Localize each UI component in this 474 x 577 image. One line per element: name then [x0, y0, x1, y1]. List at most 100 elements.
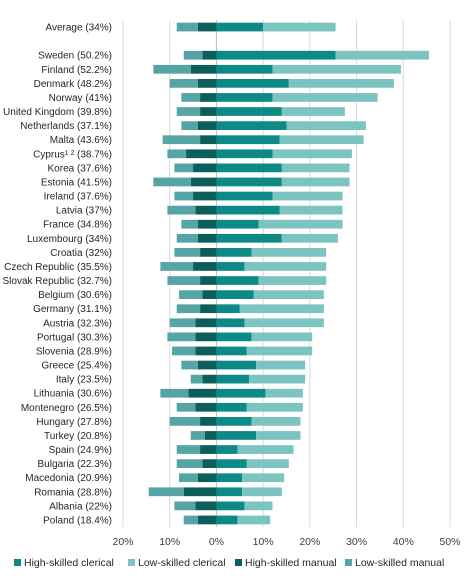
- bar-high-skilled-clerical-austria: [216, 318, 245, 328]
- bar-low-skilled-manual-lithuania: [160, 388, 189, 398]
- bar-low-skilled-manual-france: [181, 219, 198, 229]
- category-label: Poland (18.4%): [43, 515, 112, 526]
- bar-high-skilled-clerical-average: [216, 22, 264, 32]
- category-label: Finland (52.2%): [41, 65, 112, 76]
- bar-low-skilled-manual-united-kingdom: [176, 107, 201, 116]
- bar-high-skilled-clerical-hungary: [216, 417, 252, 426]
- category-label: Bulgaria (22.3%): [38, 459, 112, 470]
- bar-low-skilled-clerical-korea: [281, 163, 350, 173]
- legend-item-low-skilled-manual: Low-skilled manual: [345, 557, 444, 569]
- bar-low-skilled-manual-belgium: [179, 290, 203, 299]
- bar-high-skilled-clerical-poland: [216, 515, 238, 525]
- bar-low-skilled-manual-greece: [181, 360, 198, 370]
- x-tick-label: 10%: [159, 536, 180, 548]
- category-label: Lithuania (30.6%): [34, 389, 112, 400]
- bar-high-skilled-manual-luxembourg: [197, 233, 217, 243]
- bar-low-skilled-clerical-belgium: [253, 290, 324, 299]
- bar-high-skilled-manual-korea: [193, 163, 217, 173]
- bar-low-skilled-manual-norway: [181, 93, 201, 102]
- bar-low-skilled-clerical-slovenia: [246, 346, 313, 356]
- bar-low-skilled-manual-turkey: [190, 431, 205, 440]
- bar-high-skilled-clerical-montenegro: [216, 402, 247, 412]
- bar-low-skilled-manual-spain: [176, 445, 201, 454]
- legend: High-skilled clerical Low-skilled clerica…: [14, 557, 444, 569]
- bar-high-skilled-clerical-denmark: [216, 79, 289, 88]
- bar-low-skilled-clerical-croatia: [251, 248, 327, 257]
- bar-high-skilled-manual-finland: [190, 64, 217, 74]
- bar-high-skilled-clerical-slovenia: [216, 346, 247, 356]
- bar-low-skilled-manual-hungary: [169, 417, 201, 426]
- bar-high-skilled-manual-poland: [197, 515, 217, 525]
- bar-low-skilled-clerical-luxembourg: [281, 233, 338, 243]
- bar-low-skilled-manual-sweden: [183, 50, 203, 60]
- bar-low-skilled-manual-korea: [174, 163, 194, 173]
- bar-high-skilled-clerical-italy: [216, 374, 250, 384]
- category-label: Norway (41%): [49, 93, 112, 104]
- bar-low-skilled-clerical-cyprus: [272, 149, 352, 159]
- category-label: Romania (28.8%): [34, 487, 112, 498]
- bar-high-skilled-manual-germany: [200, 304, 217, 314]
- bar-low-skilled-clerical-montenegro: [246, 402, 303, 412]
- bars: [148, 22, 429, 525]
- category-label: Croatia (32%): [50, 248, 112, 259]
- legend-label: High-skilled manual: [245, 557, 337, 569]
- category-label: Netherlands (37.1%): [20, 121, 112, 132]
- bar-low-skilled-clerical-greece: [256, 360, 306, 370]
- bar-high-skilled-manual-estonia: [190, 177, 217, 187]
- bar-low-skilled-clerical-france: [258, 219, 343, 229]
- bar-low-skilled-manual-denmark: [169, 79, 198, 88]
- bar-low-skilled-manual-finland: [153, 64, 191, 74]
- bar-high-skilled-clerical-greece: [216, 360, 257, 370]
- category-label: United Kingdom (39.8%): [3, 107, 112, 118]
- bar-high-skilled-clerical-norway: [216, 93, 273, 102]
- bar-high-skilled-manual-greece: [197, 360, 217, 370]
- bar-high-skilled-clerical-finland: [216, 64, 273, 74]
- bar-low-skilled-clerical-malta: [279, 135, 364, 145]
- bar-high-skilled-clerical-united-kingdom: [216, 107, 282, 116]
- bar-low-skilled-manual-macedonia: [179, 473, 198, 483]
- bar-high-skilled-manual-montenegro: [195, 402, 217, 412]
- bar-low-skilled-clerical-germany: [239, 304, 324, 314]
- bar-high-skilled-clerical-turkey: [216, 431, 257, 440]
- bar-high-skilled-manual-slovenia: [195, 346, 217, 356]
- bar-low-skilled-manual-bulgaria: [176, 459, 203, 468]
- bar-high-skilled-manual-sweden: [202, 50, 217, 60]
- bar-high-skilled-clerical-belgium: [216, 290, 254, 299]
- bar-high-skilled-manual-latvia: [195, 205, 217, 215]
- legend-item-low-skilled-clerical: Low-skilled clerical: [128, 557, 226, 569]
- bar-high-skilled-clerical-slovak-republic: [216, 276, 259, 285]
- bar-high-skilled-clerical-ireland: [216, 191, 273, 201]
- bar-high-skilled-clerical-lithuania: [216, 388, 266, 398]
- bar-low-skilled-manual-poland: [183, 515, 198, 525]
- legend-swatch: [14, 559, 21, 566]
- bar-low-skilled-clerical-czech-republic: [244, 262, 327, 271]
- bar-low-skilled-clerical-austria: [244, 318, 324, 328]
- bar-low-skilled-manual-latvia: [167, 205, 196, 215]
- bar-high-skilled-manual-netherlands: [197, 121, 217, 130]
- bar-low-skilled-clerical-latvia: [279, 205, 343, 215]
- x-tick-label: 20%: [112, 536, 133, 548]
- bar-low-skilled-manual-croatia: [174, 248, 201, 257]
- bar-low-skilled-clerical-romania: [242, 487, 282, 497]
- category-label: Germany (31.1%): [33, 304, 112, 315]
- category-label: Italy (23.5%): [56, 375, 112, 386]
- bar-high-skilled-manual-lithuania: [188, 388, 217, 398]
- bar-low-skilled-manual-cyprus: [167, 149, 187, 159]
- category-label: Malta (43.6%): [50, 135, 112, 146]
- category-label: Slovak Republic (32.7%): [3, 276, 113, 287]
- bar-high-skilled-clerical-spain: [216, 445, 238, 454]
- bar-high-skilled-manual-hungary: [200, 417, 217, 426]
- bar-low-skilled-clerical-slovak-republic: [258, 276, 327, 285]
- category-label: France (34.8%): [43, 220, 112, 231]
- bar-low-skilled-manual-romania: [148, 487, 184, 497]
- bar-high-skilled-manual-albania: [195, 501, 217, 511]
- bar-high-skilled-manual-austria: [195, 318, 217, 328]
- bar-low-skilled-clerical-bulgaria: [246, 459, 289, 468]
- category-label: Slovenia (28.9%): [36, 346, 112, 357]
- bar-low-skilled-clerical-sweden: [335, 50, 429, 60]
- bar-high-skilled-clerical-korea: [216, 163, 282, 173]
- bar-high-skilled-manual-croatia: [200, 248, 217, 257]
- category-label: Estonia (41.5%): [41, 177, 112, 188]
- bar-high-skilled-manual-norway: [200, 93, 217, 102]
